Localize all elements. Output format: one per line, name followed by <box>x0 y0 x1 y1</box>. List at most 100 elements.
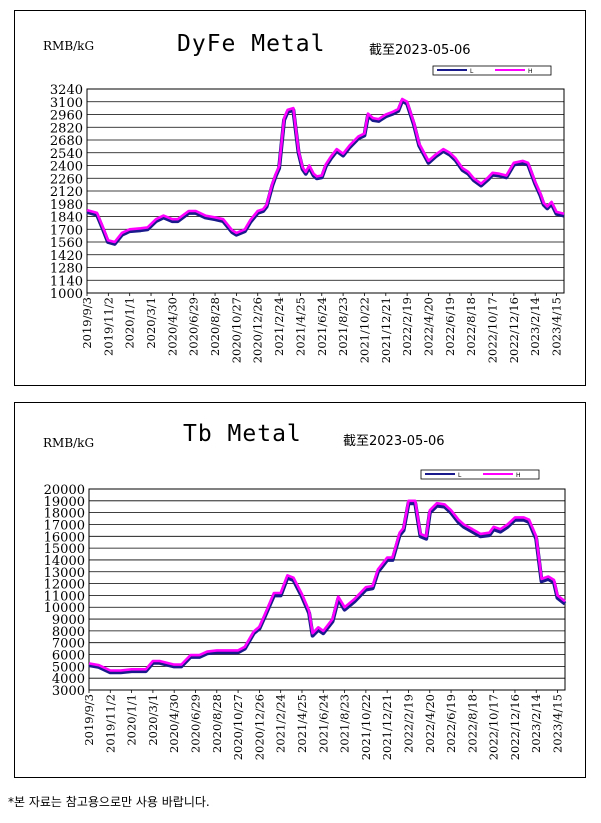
y-tick-label: 2960 <box>50 109 83 124</box>
y-tick-label: 17000 <box>44 518 85 533</box>
y-tick-label: 2260 <box>50 172 83 187</box>
legend-label-H: H <box>528 68 533 75</box>
y-tick-label: 19000 <box>44 495 85 510</box>
y-tick-label: 1420 <box>50 249 83 264</box>
y-tick-label: 12000 <box>44 578 85 593</box>
legend-label-L: L <box>458 472 462 479</box>
x-tick-label: 2021/8/23 <box>336 297 350 356</box>
y-tick-label: 3100 <box>50 96 83 111</box>
x-tick-label: 2023/2/14 <box>528 297 542 356</box>
y-tick-label: 1560 <box>50 236 83 251</box>
y-tick-label: 1840 <box>50 211 83 226</box>
y-tick-label: 2120 <box>50 185 83 200</box>
y-tick-label: 1140 <box>50 274 83 289</box>
y-tick-label: 9000 <box>52 613 85 628</box>
x-tick-label: 2020/12/26 <box>252 694 266 760</box>
y-tick-label: 14000 <box>44 554 85 569</box>
x-tick-label: 2022/2/19 <box>401 694 415 753</box>
x-tick-label: 2023/4/15 <box>550 297 564 356</box>
x-tick-label: 2019/11/2 <box>101 297 115 356</box>
x-tick-label: 2019/11/2 <box>103 694 117 753</box>
x-tick-label: 2019/9/3 <box>80 297 94 349</box>
y-tick-label: 15000 <box>44 542 85 557</box>
x-tick-label: 2022/6/19 <box>444 694 458 753</box>
y-tick-label: 1700 <box>50 223 83 238</box>
tb-series-L <box>88 501 567 675</box>
x-tick-label: 2021/6/24 <box>316 694 330 753</box>
x-tick-label: 2022/12/16 <box>507 297 521 363</box>
x-tick-label: 2022/10/17 <box>487 694 501 760</box>
x-tick-label: 2021/12/21 <box>380 694 394 760</box>
dyfe-chart-svg: 1000114012801420156017001840198021202260… <box>50 65 565 363</box>
x-tick-label: 2021/10/22 <box>357 297 371 363</box>
x-tick-label: 2022/6/19 <box>443 297 457 356</box>
y-tick-label: 1280 <box>50 262 83 277</box>
x-tick-label: 2020/1/1 <box>125 694 139 746</box>
x-tick-label: 2021/2/24 <box>272 297 286 356</box>
legend-label-H: H <box>516 472 521 479</box>
x-tick-label: 2020/8/28 <box>210 694 224 753</box>
dyfe-as-of-date: 截至2023-05-06 <box>369 43 471 58</box>
y-tick-label: 1000 <box>50 287 83 302</box>
y-tick-label: 11000 <box>44 589 85 604</box>
tb-chart-panel: RMB/kG Tb Metal 截至2023-05-06 3000 4000 500… <box>14 402 586 778</box>
x-tick-label: 2020/1/1 <box>123 297 137 349</box>
y-tick-label: 3240 <box>50 83 83 98</box>
x-tick-label: 2019/9/3 <box>82 694 96 746</box>
dyfe-chart-panel: RMB/kG DyFe Metal 截至2023-05-06 1000 1140 1… <box>14 10 586 386</box>
x-tick-label: 2021/8/23 <box>338 694 352 753</box>
tb-chart-svg: 3000400050006000700080009000100001100012… <box>44 469 567 760</box>
dyfe-chart-title: DyFe Metal <box>177 31 326 57</box>
tb-as-of-date: 截至2023-05-06 <box>343 434 445 449</box>
x-tick-label: 2022/10/17 <box>486 297 500 363</box>
plot-area-frame <box>86 88 565 294</box>
x-tick-label: 2020/8/28 <box>208 297 222 356</box>
legend-label-L: L <box>470 68 474 75</box>
dyfe-series-H <box>86 97 565 244</box>
tb-series-H <box>88 499 566 672</box>
y-tick-label: 10000 <box>44 601 85 616</box>
footnote: *본 자료는 참고용으로만 사용 바랍니다. <box>8 795 210 809</box>
x-tick-label: 2022/8/18 <box>464 297 478 356</box>
dyfe-unit-label: RMB/kG <box>43 39 95 53</box>
legend-box <box>420 469 540 480</box>
y-tick-label: 2680 <box>50 134 83 149</box>
tb-chart-title: Tb Metal <box>183 421 302 447</box>
y-tick-label: 18000 <box>44 507 85 522</box>
tb-unit-label: RMB/kG <box>43 436 95 450</box>
y-tick-label: 2540 <box>50 147 83 162</box>
y-tick-label: 4000 <box>52 672 85 687</box>
x-tick-label: 2021/10/22 <box>359 694 373 760</box>
y-tick-label: 20000 <box>44 483 85 498</box>
x-tick-label: 2020/3/1 <box>144 297 158 349</box>
y-tick-label: 2820 <box>50 121 83 136</box>
plot-area-frame <box>88 488 566 691</box>
x-tick-label: 2022/4/20 <box>423 694 437 753</box>
y-tick-label: 16000 <box>44 530 85 545</box>
y-tick-label: 2400 <box>50 160 83 175</box>
y-tick-label: 5000 <box>52 660 85 675</box>
x-tick-label: 2020/4/30 <box>165 297 179 356</box>
x-tick-label: 2022/2/19 <box>400 297 414 356</box>
x-tick-label: 2020/10/27 <box>231 694 245 760</box>
y-tick-label: 3000 <box>52 684 85 699</box>
x-tick-label: 2023/2/14 <box>529 694 543 753</box>
x-tick-label: 2022/12/16 <box>508 694 522 760</box>
y-tick-label: 1980 <box>50 198 83 213</box>
x-tick-label: 2020/10/27 <box>229 297 243 363</box>
x-tick-label: 2020/4/30 <box>167 694 181 753</box>
x-tick-label: 2022/4/20 <box>421 297 435 356</box>
x-tick-label: 2021/4/25 <box>293 297 307 356</box>
x-tick-label: 2020/12/26 <box>251 297 265 363</box>
y-tick-label: 6000 <box>52 649 85 664</box>
x-tick-label: 2021/2/24 <box>274 694 288 753</box>
legend-box <box>432 65 552 76</box>
x-tick-label: 2020/6/29 <box>187 297 201 356</box>
y-tick-label: 8000 <box>52 625 85 640</box>
y-tick-label: 7000 <box>52 637 85 652</box>
x-tick-label: 2020/6/29 <box>188 694 202 753</box>
x-tick-label: 2021/12/21 <box>379 297 393 363</box>
x-tick-label: 2021/4/25 <box>295 694 309 753</box>
